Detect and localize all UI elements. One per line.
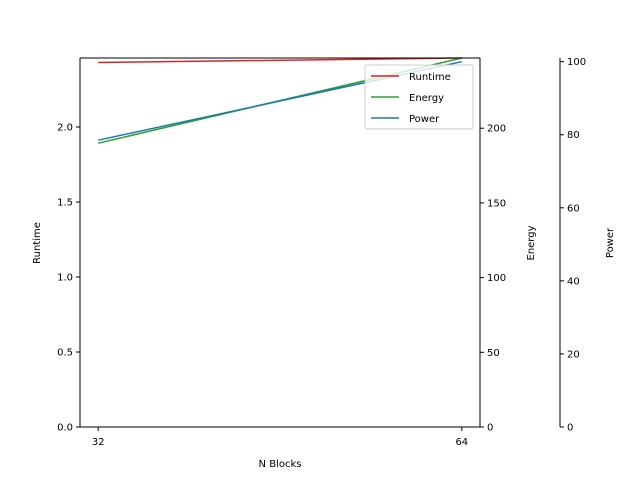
right-axis-tick-label: 100 bbox=[487, 273, 506, 284]
right-axis-tick-label: 200 bbox=[487, 124, 506, 135]
right2-axis-tick-label: 100 bbox=[567, 57, 586, 68]
runtime-series-line bbox=[98, 57, 462, 64]
power-legend-label: Power bbox=[409, 114, 440, 125]
right-axis-tick-label: 50 bbox=[487, 348, 500, 359]
axes-layer: 32 64 0.0 0.5 1.0 1.5 2.0 0 50 100 150 200 0 20 40 60 80… bbox=[57, 57, 586, 448]
power-axis-label: Power bbox=[605, 227, 616, 258]
energy-legend-label: Energy bbox=[409, 93, 444, 104]
energy-axis-label: Energy bbox=[526, 225, 537, 260]
x-axis-label: N Blocks bbox=[259, 459, 302, 470]
x-tick-label: 64 bbox=[455, 437, 468, 448]
runtime-axis-label: Runtime bbox=[32, 222, 43, 264]
left-axis-tick-label: 1.5 bbox=[57, 198, 73, 209]
left-axis-tick-label: 0.0 bbox=[57, 423, 73, 434]
left-axis-tick-label: 1.0 bbox=[57, 273, 73, 284]
left-axis-tick-label: 2.0 bbox=[57, 123, 73, 134]
chart-legend: Runtime Energy Power bbox=[364, 64, 474, 130]
left-axis-tick-label: 0.5 bbox=[57, 348, 73, 359]
right-axis-tick-label: 0 bbox=[487, 423, 493, 434]
right2-axis-tick-label: 0 bbox=[567, 423, 573, 434]
right2-axis-tick-label: 80 bbox=[567, 130, 580, 141]
right2-axis-tick-label: 20 bbox=[567, 349, 580, 360]
runtime-legend-label: Runtime bbox=[409, 72, 451, 83]
right-axis-tick-label: 150 bbox=[487, 198, 506, 209]
x-tick-label: 32 bbox=[92, 437, 105, 448]
legend-box bbox=[364, 64, 474, 130]
right2-axis-tick-label: 60 bbox=[567, 203, 580, 214]
right2-axis-tick-label: 40 bbox=[567, 276, 580, 287]
